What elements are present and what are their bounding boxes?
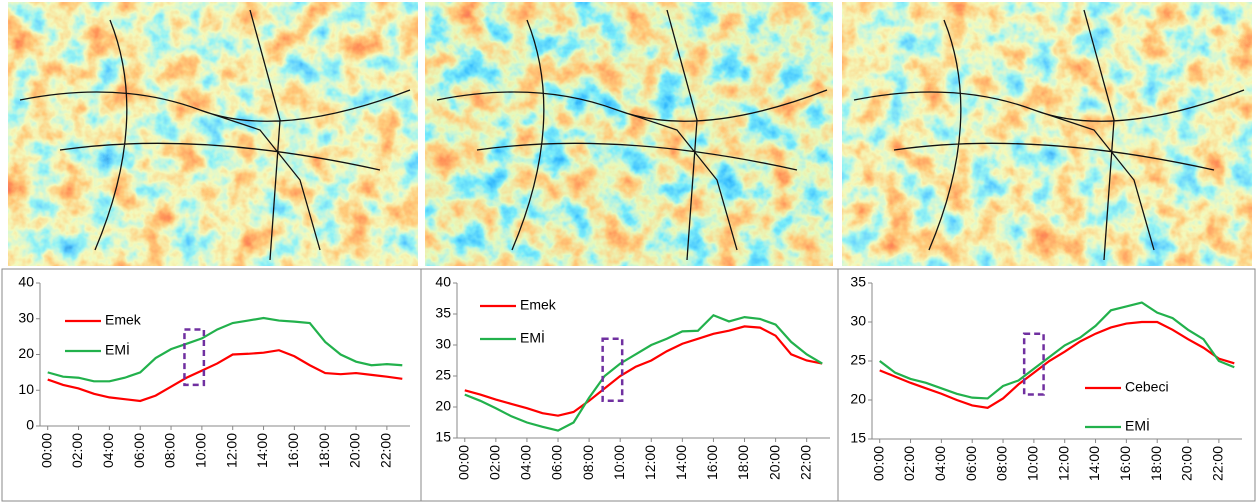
y-tick-label: 30 [435,336,451,352]
x-tick-label: 20:00 [766,445,782,480]
x-tick-label: 12:00 [1055,446,1071,481]
series-line [464,313,823,432]
series-line [879,301,1235,400]
x-tick-label: 14:00 [673,445,689,480]
x-tick-label: 00:00 [870,446,886,481]
x-tick-label: 14:00 [1086,446,1102,481]
series-line [879,320,1235,409]
x-tick-label: 06:00 [549,445,565,480]
y-tick-label: 40 [18,274,34,290]
x-tick-label: 08:00 [162,433,178,468]
map-1 [8,2,418,266]
x-tick-label: 06:00 [131,433,147,468]
y-tick-label: 15 [850,430,866,446]
x-tick-label: 20:00 [1179,446,1195,481]
x-tick-label: 04:00 [932,446,948,481]
y-tick-label: 35 [435,305,451,321]
highlight-box [601,337,624,403]
x-tick-label: 12:00 [223,433,239,468]
x-tick-label: 18:00 [1148,446,1164,481]
y-tick-label: 20 [18,345,34,361]
series-line [47,316,403,383]
y-tick-label: 40 [435,274,451,290]
x-tick-label: 02:00 [487,445,503,480]
x-tick-label: 04:00 [100,433,116,468]
x-tick-label: 18:00 [735,445,751,480]
road-network [19,9,1245,261]
x-tick-label: 20:00 [347,433,363,468]
x-tick-label: 04:00 [518,445,534,480]
x-tick-label: 10:00 [193,433,209,468]
x-tick-label: 00:00 [38,433,54,468]
x-tick-label: 06:00 [963,446,979,481]
legend-label: Emek [105,312,142,328]
y-tick-label: 30 [18,309,34,325]
x-tick-label: 14:00 [254,433,270,468]
legend-label: Emek [520,297,557,313]
series-line [464,325,823,417]
y-tick-label: 15 [435,429,451,445]
y-tick-label: 20 [850,391,866,407]
x-tick-label: 16:00 [1117,446,1133,481]
x-tick-label: 00:00 [455,445,471,480]
y-tick-label: 20 [435,398,451,414]
legend-label: Cebeci [1125,379,1169,395]
x-tick-label: 22:00 [378,433,394,468]
x-tick-label: 02:00 [901,446,917,481]
x-tick-label: 10:00 [611,445,627,480]
panel-borders [1,268,1256,502]
x-tick-label: 08:00 [994,446,1010,481]
x-tick-label: 18:00 [316,433,332,468]
map-2 [425,2,833,266]
x-tick-label: 16:00 [285,433,301,468]
y-tick-label: 35 [850,274,866,290]
x-tick-label: 22:00 [797,445,813,480]
x-tick-label: 02:00 [69,433,85,468]
y-tick-label: 0 [26,417,34,433]
legend-label: EMİ [1125,417,1150,434]
map-3 [842,2,1252,266]
y-tick-label: 10 [18,381,34,397]
x-tick-label: 10:00 [1025,446,1041,481]
highlight-box [1022,332,1045,396]
legend-label: EMİ [520,329,545,346]
x-tick-label: 08:00 [580,445,596,480]
map-row [8,2,1252,266]
x-tick-label: 12:00 [642,445,658,480]
y-tick-label: 30 [850,313,866,329]
y-tick-label: 25 [850,352,866,368]
x-tick-label: 16:00 [704,445,720,480]
x-tick-label: 22:00 [1210,446,1226,481]
legend-label: EMİ [105,341,130,358]
y-tick-label: 25 [435,367,451,383]
highlight-box [183,328,206,387]
series-line [47,349,403,403]
